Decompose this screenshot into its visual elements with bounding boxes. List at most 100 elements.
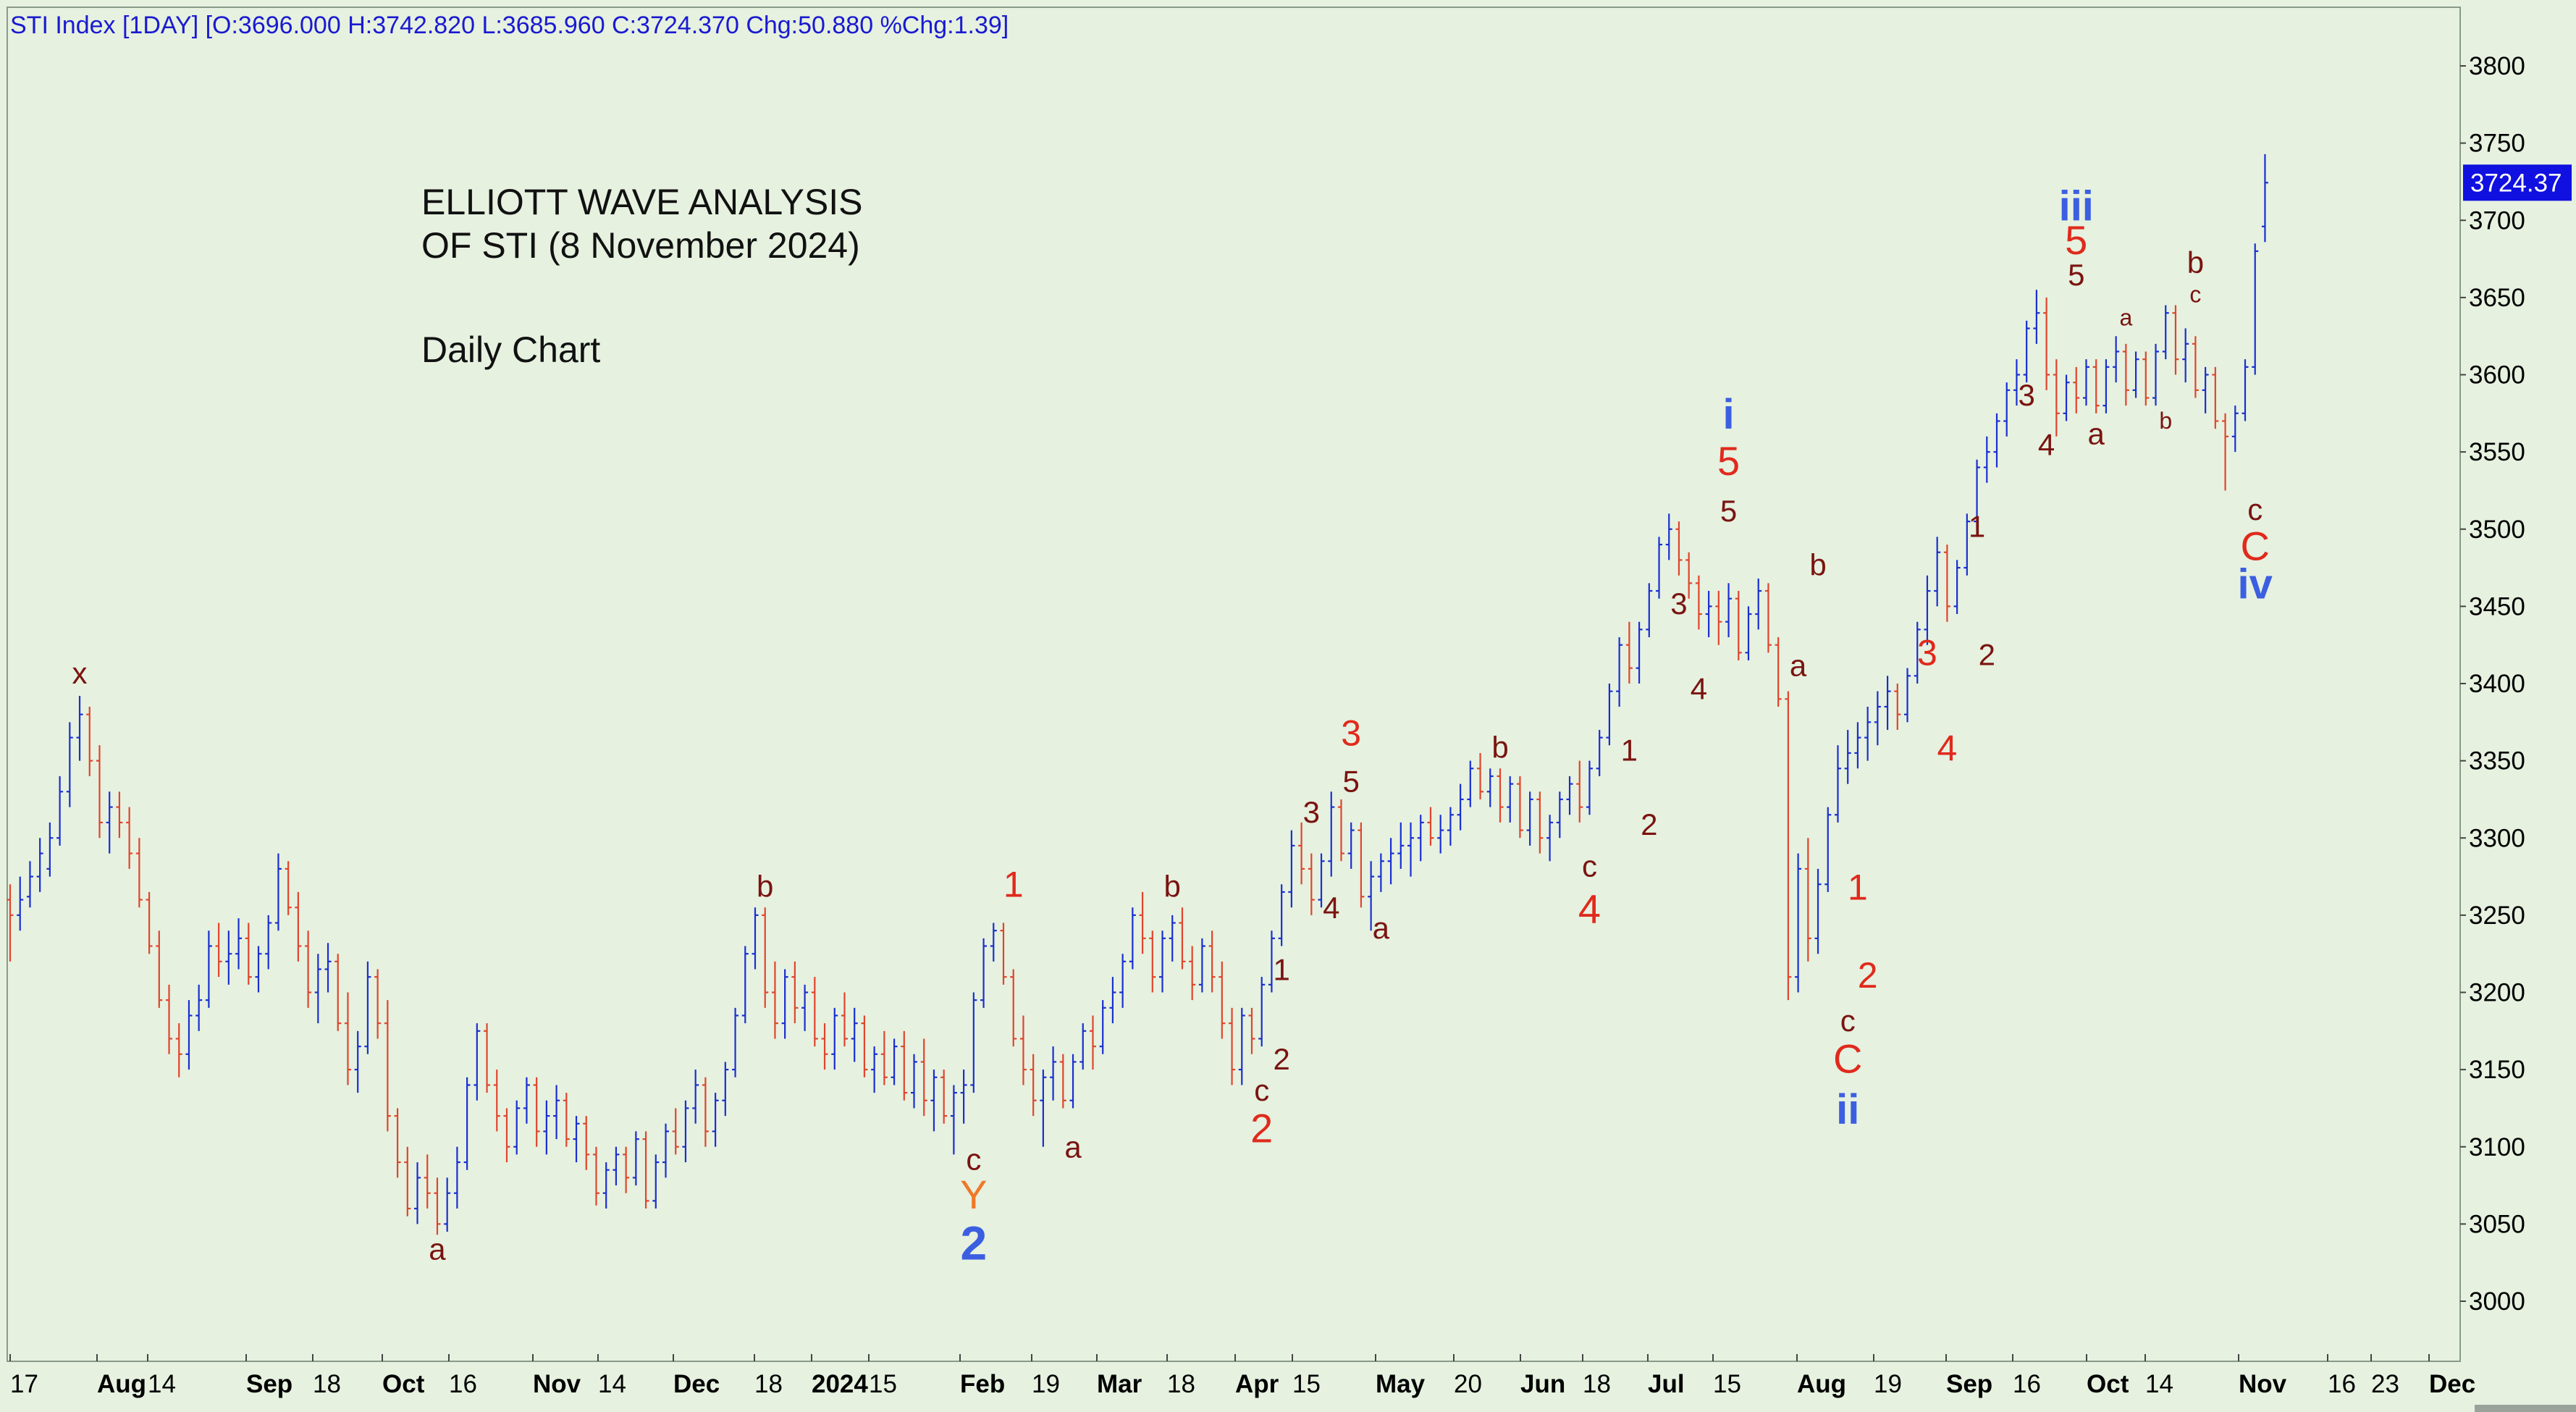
ohlc-bar	[1417, 815, 1424, 862]
wave-label: 2	[1641, 807, 1657, 841]
ohlc-bar	[36, 838, 43, 892]
y-tick-label: 3250	[2469, 902, 2525, 930]
horizontal-scrollbar-thumb[interactable]	[2475, 1405, 2576, 1412]
x-tick-label: 16	[2328, 1370, 2356, 1398]
ohlc-bar	[444, 1177, 451, 1232]
ohlc-bar	[1139, 891, 1146, 954]
wave-label: 3	[1303, 795, 1320, 829]
ohlc-bar	[831, 1007, 838, 1070]
ohlc-bar	[741, 946, 749, 1024]
ohlc-bar	[1894, 684, 1901, 730]
ohlc-bar	[1358, 822, 1365, 908]
wave-label: 4	[1323, 891, 1339, 925]
ohlc-bar	[960, 1069, 967, 1124]
ohlc-bar	[2252, 243, 2259, 375]
plot-area	[7, 7, 2461, 1362]
ohlc-bar	[2103, 359, 2110, 413]
ohlc-bar	[1129, 907, 1136, 970]
ohlc-bar	[364, 961, 371, 1054]
wave-label: a	[1790, 648, 1807, 682]
ohlc-bar	[652, 1154, 660, 1209]
ohlc-bar	[1308, 853, 1315, 915]
y-tick-label: 3350	[2469, 747, 2525, 776]
ohlc-bar	[1546, 815, 1554, 862]
ohlc-bar	[1606, 684, 1613, 746]
wave-label: 3	[1670, 587, 1687, 621]
ohlc-bar	[1516, 776, 1523, 839]
ohlc-bar	[573, 1116, 580, 1163]
wave-label: c	[1254, 1073, 1269, 1107]
ohlc-bar	[2092, 359, 2100, 413]
ohlc-bar	[1089, 1015, 1096, 1070]
ohlc-bar	[1864, 706, 1872, 761]
ohlc-bar	[1268, 930, 1275, 993]
ohlc-bar	[1079, 1023, 1087, 1070]
ohlc-bar	[752, 907, 759, 970]
ohlc-bar	[126, 807, 133, 869]
ohlc-bar	[2182, 328, 2189, 383]
ohlc-bar	[1675, 521, 1683, 576]
ohlc-bar	[1298, 822, 1305, 885]
ohlc-bar	[2142, 351, 2150, 406]
ohlc-bar	[2122, 343, 2129, 406]
ohlc-bar	[1576, 760, 1583, 823]
ohlc-bar	[255, 946, 262, 993]
ohlc-bar	[285, 861, 292, 915]
ohlc-bar	[523, 1077, 530, 1124]
ohlc-bar	[1486, 768, 1494, 807]
ohlc-bar	[563, 1093, 570, 1147]
ohlc-bar	[543, 1100, 550, 1155]
ohlc-bar	[2043, 297, 2050, 390]
ohlc-bar	[414, 1162, 421, 1224]
wave-label: a	[2088, 416, 2105, 450]
ohlc-bar	[1983, 436, 1990, 483]
wave-label: 2	[1273, 1042, 1289, 1076]
wave-label: b	[757, 869, 773, 903]
x-tick-label: Dec	[673, 1370, 720, 1398]
wave-label: 1	[1273, 952, 1289, 986]
ohlc-bar	[1854, 722, 1861, 769]
ohlc-bar	[583, 1116, 590, 1170]
wave-label: C	[1833, 1035, 1862, 1081]
ohlc-bar	[1685, 552, 1693, 599]
ohlc-bar	[1814, 868, 1822, 954]
ohlc-bar	[1119, 954, 1127, 1008]
chart-title-line1: ELLIOTT WAVE ANALYSIS	[421, 182, 862, 222]
ohlc-bar	[821, 1023, 828, 1070]
ohlc-bar	[1566, 776, 1573, 815]
ohlc-bar	[2003, 382, 2011, 437]
ohlc-bar	[305, 930, 312, 1008]
ohlc-bar	[225, 930, 232, 985]
ohlc-bar	[1616, 637, 1623, 707]
ohlc-bar	[86, 706, 93, 776]
x-tick-label: 15	[1292, 1370, 1321, 1398]
y-tick-label: 3150	[2469, 1056, 2525, 1084]
wave-label: iii	[2059, 182, 2094, 230]
x-tick-label: 17	[10, 1370, 38, 1398]
ohlc-bar	[503, 1108, 510, 1163]
x-tick-label: 2024	[812, 1370, 868, 1398]
ohlc-bar	[1050, 1046, 1057, 1101]
ohlc-bar	[1189, 946, 1196, 1001]
ohlc-bar	[1993, 413, 2000, 468]
ohlc-bar	[1526, 791, 1533, 846]
wave-label: a	[1373, 911, 1390, 945]
ohlc-bar	[453, 1146, 460, 1209]
ohlc-bar	[1258, 977, 1266, 1047]
ohlc-bar	[334, 954, 342, 1031]
x-tick-label: 19	[1032, 1370, 1060, 1398]
ohlc-bar	[1824, 807, 1832, 892]
ohlc-bar	[1467, 760, 1474, 807]
x-tick-label: 16	[449, 1370, 477, 1398]
ohlc-bar	[1248, 1007, 1255, 1054]
ohlc-bar	[215, 923, 222, 978]
wave-label: i	[1722, 391, 1734, 438]
ohlc-bar	[2231, 405, 2239, 453]
ohlc-bar	[2053, 359, 2060, 437]
y-tick-label: 3100	[2469, 1133, 2525, 1161]
ohlc-bar	[106, 791, 113, 854]
ohlc-bar	[901, 1030, 908, 1101]
ohlc-bar	[871, 1046, 878, 1093]
y-tick-label: 3500	[2469, 516, 2525, 544]
wave-label: b	[2159, 408, 2172, 434]
